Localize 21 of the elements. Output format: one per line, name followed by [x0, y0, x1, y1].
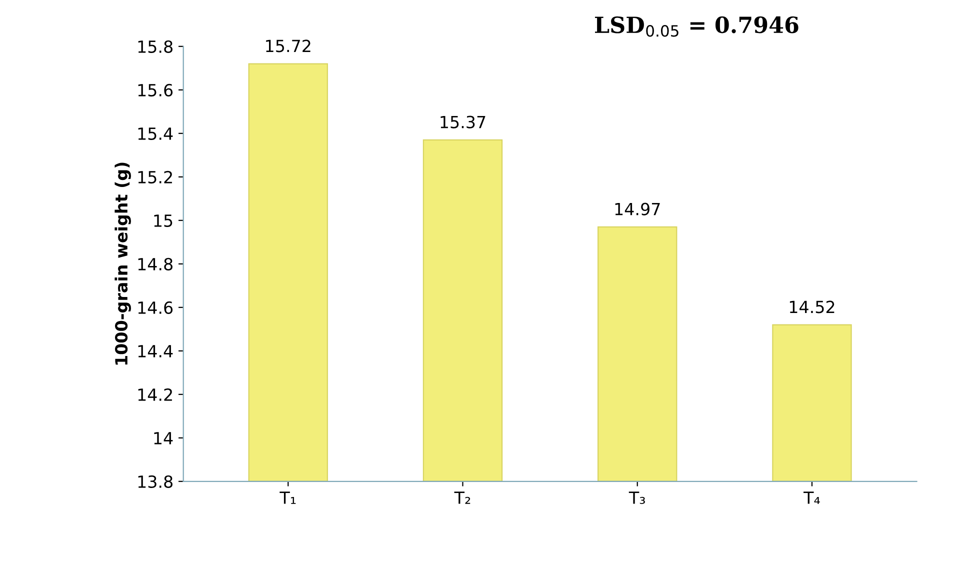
- y-tick-label: 14: [154, 432, 173, 444]
- data-label: 14.97: [615, 202, 660, 216]
- y-tick-label: 15: [154, 214, 172, 227]
- y-tick-label: 14.4: [138, 345, 173, 358]
- x-tick-label: T₄: [804, 492, 820, 504]
- data-label: 15.72: [266, 40, 310, 52]
- y-axis-title: 1000-grain weight (g): [114, 162, 131, 365]
- y-tick-label: 13.8: [138, 475, 172, 488]
- x-tick-label: T₂: [454, 492, 470, 504]
- y-tick-label: 15.6: [138, 84, 173, 96]
- x-tick-label: T₁: [280, 492, 296, 504]
- y-tick-label: 15.8: [138, 40, 172, 53]
- y-tick-label: 15.4: [138, 128, 173, 140]
- y-tick-label: 14.6: [138, 301, 173, 314]
- y-tick-label: 14.8: [138, 258, 172, 270]
- x-tick-label: T₃: [628, 492, 645, 504]
- text: LSD$_{0.05}$ = 0.7946: [594, 16, 798, 37]
- y-tick-label: 15.2: [138, 170, 172, 184]
- data-label: 15.37: [440, 116, 486, 128]
- y-tick-label: 14.2: [138, 388, 172, 401]
- data-label: 14.52: [790, 300, 834, 314]
